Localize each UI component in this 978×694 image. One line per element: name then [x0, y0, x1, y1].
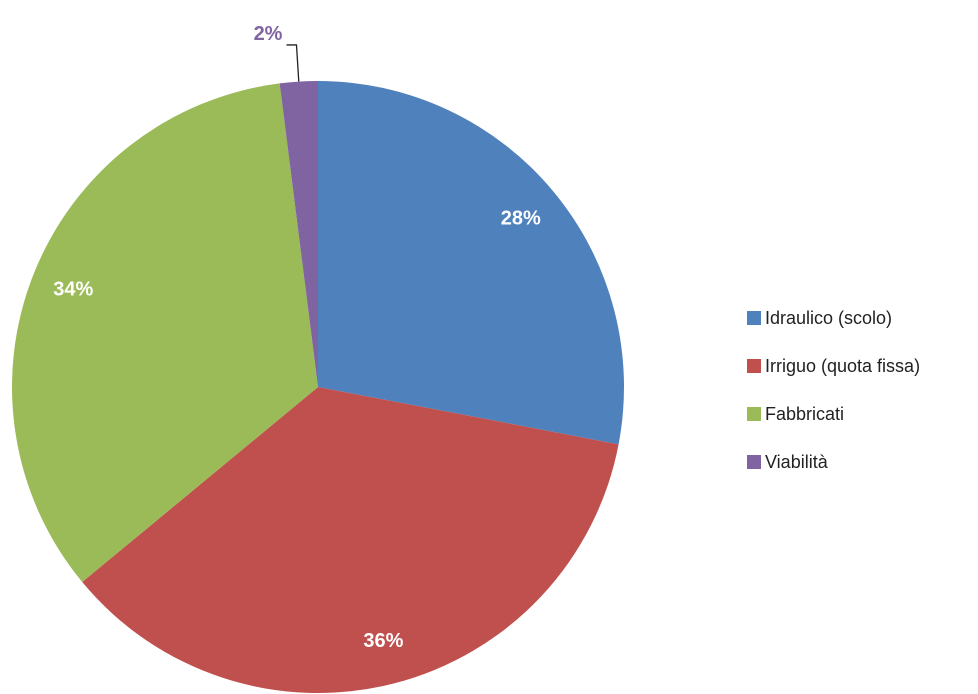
data-label: 36% [363, 630, 403, 652]
pie-slice [82, 387, 619, 693]
leader-line [286, 44, 300, 82]
legend-swatch [747, 455, 761, 469]
legend-swatch [747, 311, 761, 325]
data-label: 34% [53, 278, 93, 300]
legend-swatch [747, 359, 761, 373]
legend-swatch [747, 407, 761, 421]
legend-label: Viabilità [765, 452, 829, 472]
legend-label: Idraulico (scolo) [765, 308, 892, 328]
legend-label: Irriguo (quota fissa) [765, 356, 920, 376]
pie-slice [318, 81, 624, 445]
data-label: 28% [501, 208, 541, 230]
pie-slice [11, 83, 318, 583]
pie-slice [279, 81, 318, 387]
data-label: 2% [254, 23, 283, 45]
legend-label: Fabbricati [765, 404, 844, 424]
